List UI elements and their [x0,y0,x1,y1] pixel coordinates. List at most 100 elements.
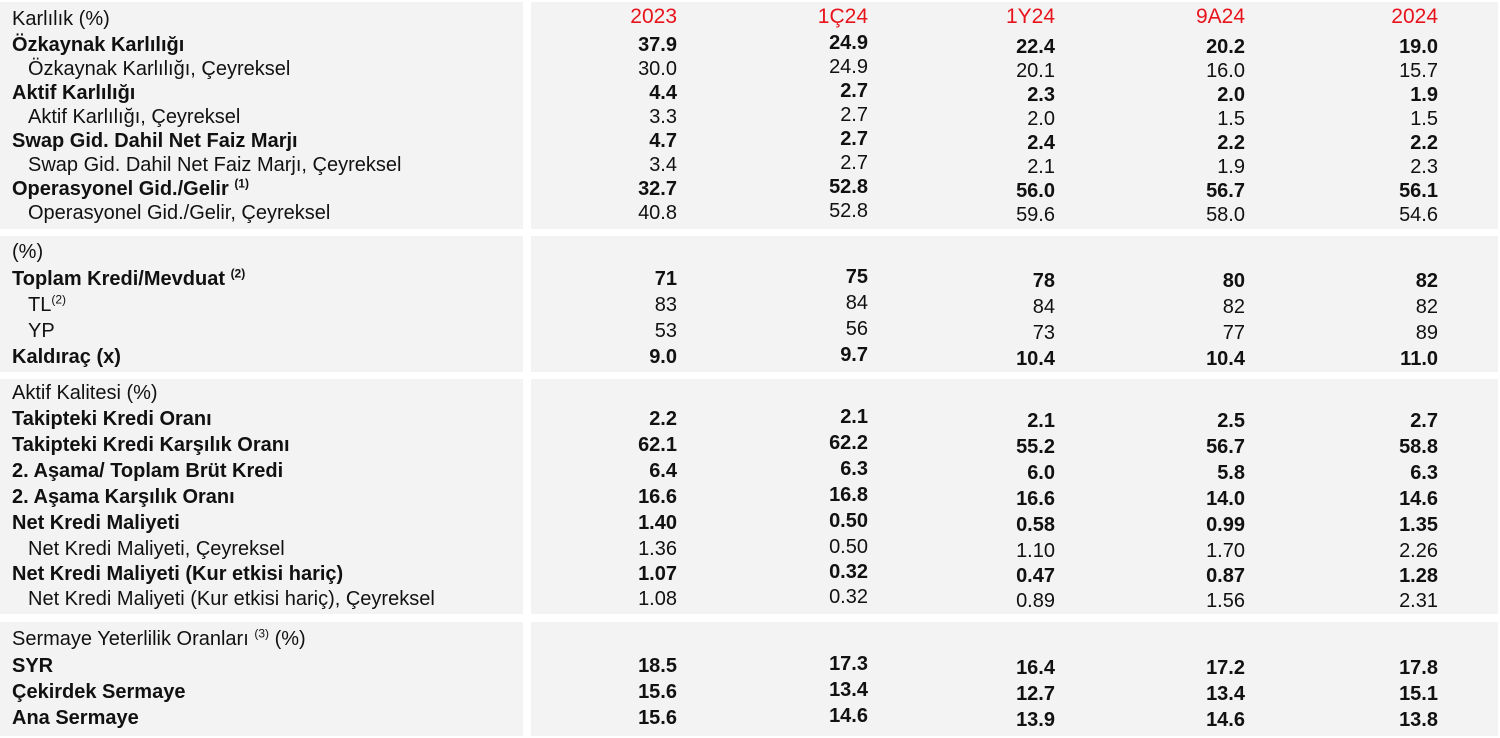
value-cell: 0.47 [1016,565,1055,587]
value-cell: 1.36 [638,538,677,560]
row-label: TL(2) [28,293,66,316]
value-cell: 40.8 [638,202,677,224]
row-label: Takipteki Kredi Oranı [12,408,212,430]
value-cell: 84 [1032,296,1055,318]
section-title-text: Aktif Kalitesi (%) [12,382,158,404]
row-label: Özkaynak Karlılığı, Çeyreksel [28,58,290,80]
value-cell: 2.31 [1399,590,1438,612]
value-cell: 13.4 [829,679,868,701]
row-label: Operasyonel Gid./Gelir, Çeyreksel [28,202,330,224]
row-label-text: TL [28,294,52,316]
value-cell: 20.1 [1016,60,1055,82]
row-label-text: Net Kredi Maliyeti [12,512,180,534]
footnote-marker: (3) [254,626,270,641]
value-cell: 0.50 [829,510,868,532]
row-label: Swap Gid. Dahil Net Faiz Marjı [12,130,298,152]
value-cell: 1.56 [1206,590,1245,612]
value-cell: 14.6 [1206,709,1245,731]
value-cell: 2.0 [1027,108,1055,130]
value-cell: 4.4 [649,82,677,104]
value-cell: 52.8 [829,176,868,198]
value-cell: 2.0 [1217,84,1245,106]
value-cell: 1.08 [638,588,677,610]
value-cell: 6.0 [1027,462,1055,484]
value-cell: 19.0 [1399,36,1438,58]
value-cell: 16.8 [829,484,868,506]
value-cell: 16.6 [638,486,677,508]
row-label: Aktif Karlılığı, Çeyreksel [28,106,240,128]
value-cell: 2.5 [1217,410,1245,432]
row-label-text: Özkaynak Karlılığı, Çeyreksel [28,58,291,80]
row-label: Kaldıraç (x) [12,346,121,368]
value-cell: 58.8 [1399,436,1438,458]
value-panel [531,379,1498,614]
value-cell: 2.7 [840,104,868,126]
row-label-text: Net Kredi Maliyeti, Çeyreksel [28,538,285,560]
value-cell: 1.28 [1399,565,1438,587]
value-cell: 82 [1415,296,1438,318]
value-cell: 2.26 [1399,540,1438,562]
value-cell: 6.4 [649,460,677,482]
value-cell: 54.6 [1399,204,1438,226]
value-panel [531,2,1498,229]
value-cell: 52.8 [829,200,868,222]
section-title-text: (%) [12,241,44,263]
row-label: SYR [12,655,53,677]
value-cell: 14.6 [829,705,868,727]
value-cell: 84 [845,292,868,314]
value-cell: 82 [1222,296,1245,318]
value-cell: 2.2 [1410,132,1438,154]
row-label: Net Kredi Maliyeti (Kur etkisi hariç) [12,563,343,585]
value-cell: 75 [845,266,868,288]
value-panel [531,622,1498,736]
value-cell: 2.7 [840,128,868,150]
row-label-text: Swap Gid. Dahil Net Faiz Marjı [12,130,298,152]
value-cell: 6.3 [840,458,868,480]
value-cell: 30.0 [638,58,677,80]
value-cell: 0.89 [1016,590,1055,612]
value-cell: 80 [1222,270,1245,292]
row-label-text: Özkaynak Karlılığı [12,34,185,56]
value-cell: 55.2 [1016,436,1055,458]
value-cell: 13.8 [1399,709,1438,731]
value-cell: 15.6 [638,707,677,729]
value-cell: 2.2 [1217,132,1245,154]
value-cell: 5.8 [1217,462,1245,484]
value-cell: 2.1 [1027,156,1055,178]
value-cell: 12.7 [1016,683,1055,705]
section-title-text: Karlılık (%) [12,8,110,30]
value-cell: 16.0 [1206,60,1245,82]
value-cell: 17.8 [1399,657,1438,679]
row-label-text: 2. Aşama Karşılık Oranı [12,486,235,508]
row-label: Net Kredi Maliyeti (Kur etkisi hariç), Ç… [28,588,435,610]
value-cell: 3.3 [649,106,677,128]
row-label-text: SYR [12,655,54,677]
label-panel [0,379,523,614]
row-label-text: Takipteki Kredi Oranı [12,408,212,430]
row-label-text: Takipteki Kredi Karşılık Oranı [12,434,290,456]
footnote-marker: (1) [234,176,249,191]
value-cell: 2.1 [1027,410,1055,432]
row-label-text: Çekirdek Sermaye [12,681,186,703]
value-cell: 2.7 [840,80,868,102]
row-label-text: Net Kredi Maliyeti (Kur etkisi hariç) [12,563,344,585]
value-cell: 78 [1032,270,1055,292]
row-label: Çekirdek Sermaye [12,681,185,703]
value-cell: 18.5 [638,655,677,677]
section-title-suffix: (%) [274,628,306,650]
value-cell: 37.9 [638,34,677,56]
row-label: Takipteki Kredi Karşılık Oranı [12,434,290,456]
value-cell: 13.9 [1016,709,1055,731]
value-cell: 0.32 [829,561,868,583]
column-header-1: 1Ç24 [817,5,868,28]
value-cell: 17.3 [829,653,868,675]
value-cell: 2.3 [1410,156,1438,178]
value-cell: 15.1 [1399,683,1438,705]
value-cell: 58.0 [1206,204,1245,226]
value-cell: 2.4 [1027,132,1055,154]
value-cell: 20.2 [1206,36,1245,58]
row-label: 2. Aşama/ Toplam Brüt Kredi [12,460,283,482]
value-cell: 16.6 [1016,488,1055,510]
value-cell: 1.5 [1410,108,1438,130]
row-label-text: Net Kredi Maliyeti (Kur etkisi hariç), Ç… [28,588,435,610]
